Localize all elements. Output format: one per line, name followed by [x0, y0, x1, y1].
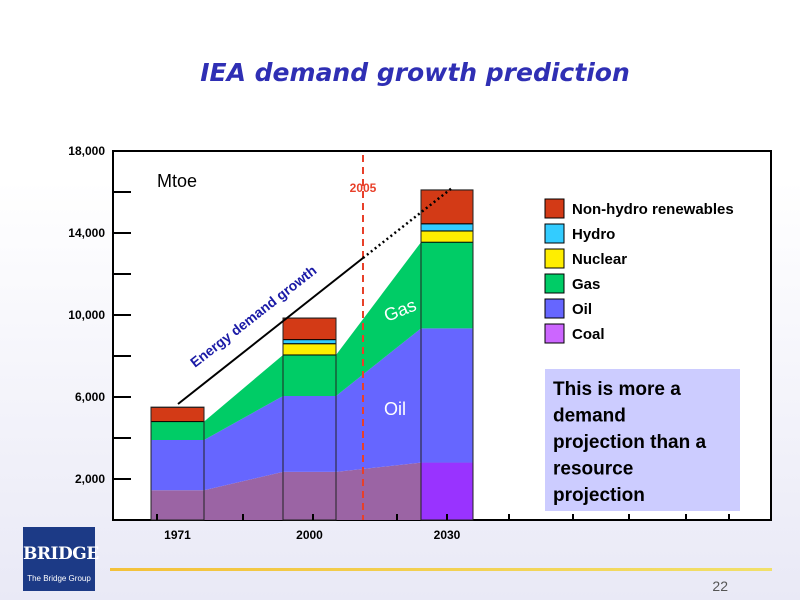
legend-label: Non-hydro renewables	[572, 201, 734, 218]
note-line: demand	[553, 406, 626, 427]
legend-label: Hydro	[572, 226, 615, 243]
bar-segment-nuclear-2030	[420, 230, 474, 243]
legend-swatch	[544, 223, 565, 244]
page-number: 22	[712, 578, 728, 594]
area-gas	[151, 242, 473, 441]
unit-label: Mtoe	[157, 171, 197, 191]
y-tick-label: 10,000	[68, 308, 105, 322]
legend-swatch	[544, 248, 565, 269]
series-oil	[151, 328, 473, 491]
legend-swatch	[544, 323, 565, 344]
x-tick-label: 2030	[434, 528, 461, 542]
legend-label: Oil	[572, 301, 592, 318]
legend-item: Coal	[544, 323, 605, 344]
y-tick-label: 18,000	[68, 144, 105, 158]
legend-item: Nuclear	[544, 248, 627, 269]
legend-swatch	[544, 273, 565, 294]
bar-outline-1971	[150, 406, 205, 521]
note-line: projection	[553, 485, 645, 506]
note-line: projection than a	[553, 432, 707, 453]
note-line: This is more a	[553, 379, 681, 400]
bar-segment-hydro-2000	[282, 339, 337, 345]
y-tick-label: 14,000	[68, 226, 105, 240]
series-gas	[151, 242, 473, 441]
bar-segment-non-hydro-renewables-2030	[420, 189, 474, 225]
x-tick-label: 1971	[164, 528, 191, 542]
y-tick-label: 6,000	[75, 390, 105, 404]
legend-label: Nuclear	[572, 251, 627, 268]
oil-area-label: Oil	[384, 399, 406, 419]
bar-outline-2000	[282, 317, 337, 521]
area-oil	[151, 328, 473, 491]
footer-divider	[110, 568, 772, 571]
note-box: This is more a demand projection than a res…	[545, 369, 740, 511]
bar-segment-nuclear-2000	[282, 343, 337, 356]
area-coal	[151, 462, 473, 520]
legend-item: Oil	[544, 298, 592, 319]
growth-trend-line	[177, 257, 364, 405]
bridge-logo: BRIDGE The Bridge Group	[23, 527, 99, 591]
x-tick-label: 2000	[296, 528, 323, 542]
series-coal	[151, 462, 473, 520]
legend-label: Gas	[572, 276, 600, 293]
legend-item: Non-hydro renewables	[544, 198, 734, 219]
bar-segment-non-hydro-renewables-1971	[150, 406, 205, 423]
logo-sub-text: The Bridge Group	[27, 574, 91, 583]
slide-title: IEA demand growth prediction	[200, 58, 630, 87]
bar-segment-coal-2030	[421, 462, 473, 520]
growth-trend-projection	[362, 187, 453, 259]
legend-swatch	[544, 298, 565, 319]
legend-item: Gas	[544, 273, 600, 294]
legend-item: Hydro	[544, 223, 615, 244]
logo-main-text: BRIDGE	[23, 544, 99, 564]
note-background	[545, 369, 740, 511]
bar-segment-non-hydro-renewables-2000	[282, 317, 337, 341]
year-marker-label: 2005	[350, 181, 377, 195]
legend-swatch	[544, 198, 565, 219]
note-line: resource	[553, 459, 633, 480]
bar-segment-hydro-2030	[420, 223, 474, 232]
y-tick-label: 2,000	[75, 472, 105, 486]
legend-label: Coal	[572, 326, 605, 343]
